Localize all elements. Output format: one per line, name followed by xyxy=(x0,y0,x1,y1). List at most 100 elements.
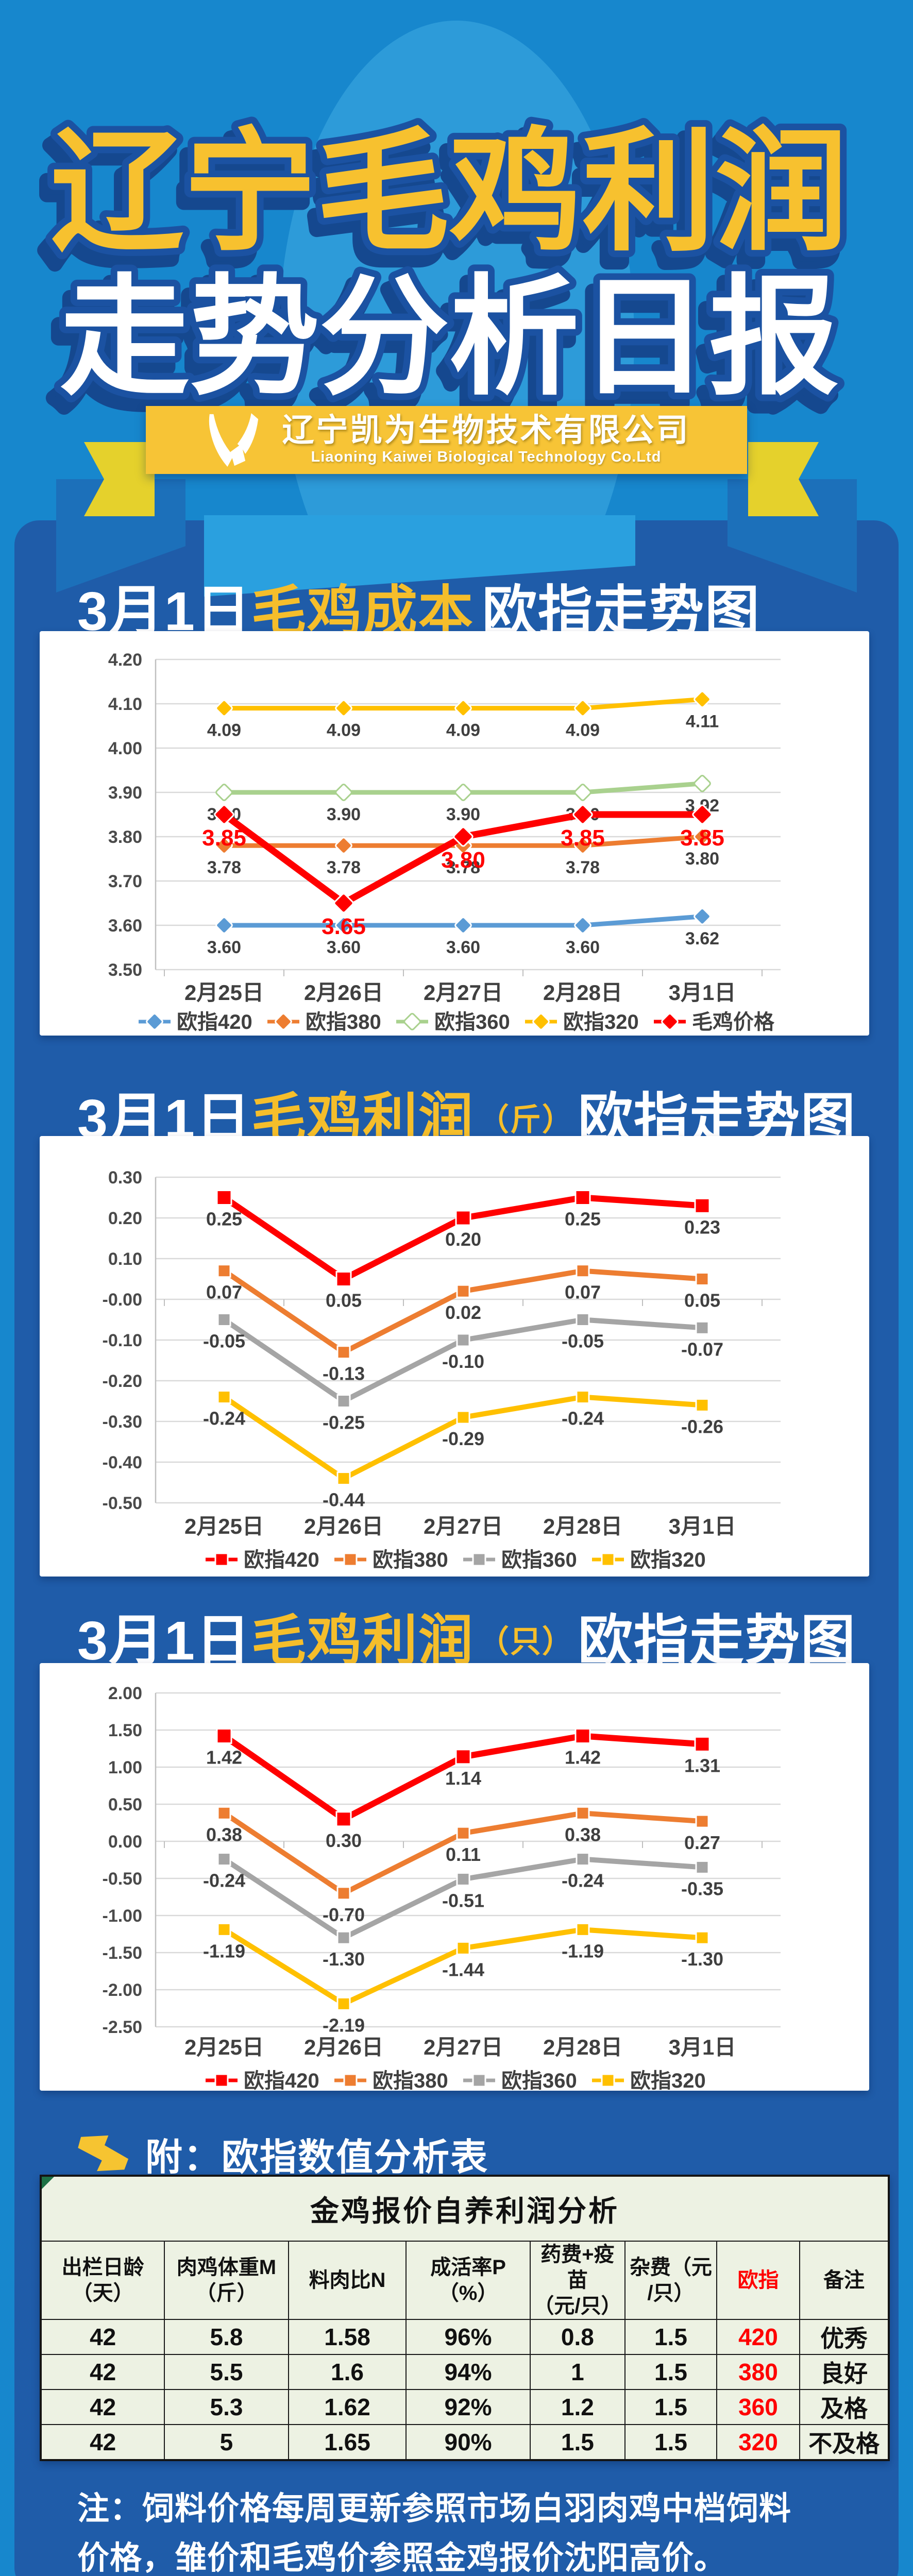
data-label: 3.65 xyxy=(322,914,366,939)
data-point-marker xyxy=(335,1271,352,1287)
data-point-marker xyxy=(601,1552,615,1567)
data-point-marker xyxy=(335,1811,352,1827)
data-label: 3.60 xyxy=(327,938,361,957)
data-point-marker xyxy=(576,1390,590,1404)
x-axis-label: 2月26日 xyxy=(304,2035,383,2059)
y-tick-label: 4.00 xyxy=(108,739,142,758)
table-row: 42 5 1.65 90% 1.5 1.5 320 不及格 xyxy=(40,2424,889,2461)
table-cell: 90% xyxy=(405,2424,531,2461)
y-tick-label: -1.50 xyxy=(103,1943,143,1963)
company-logo-icon xyxy=(209,413,259,467)
y-tick-label: 3.90 xyxy=(108,783,142,803)
table-cell: 1.62 xyxy=(288,2389,407,2425)
table-cell: 1.5 xyxy=(624,2319,717,2355)
cost-chart-card: 4.20 4.10 4.00 3.90 3.80 3.70 3.60 3.50 2月25日 2月2… xyxy=(40,631,869,1036)
data-point-marker xyxy=(455,1210,471,1226)
data-point-marker xyxy=(216,1728,232,1744)
data-point-marker xyxy=(574,699,591,717)
table-cell: 42 xyxy=(40,2389,165,2425)
data-label: -2.19 xyxy=(323,2014,365,2036)
legend-item: 欧指380 xyxy=(267,1011,381,1033)
data-point-marker xyxy=(695,1272,709,1286)
table-cell: 5.5 xyxy=(164,2354,289,2390)
y-tick-label: 0.30 xyxy=(108,1168,142,1188)
profit-per-jin-chart-card: 0.30 0.20 0.10 -0.00 -0.10 -0.20 -0.30 -0.40 -0.… xyxy=(40,1136,869,1577)
x-axis-label: 2月27日 xyxy=(424,1514,503,1538)
legend-item: 欧指360 xyxy=(463,2070,577,2092)
data-point-marker xyxy=(455,1749,471,1765)
data-point-marker xyxy=(453,826,474,847)
data-point-marker xyxy=(576,1806,590,1820)
footnote: 注：饲料价格每周更新参照市场白羽肉鸡中档饲料 价格，雏价和毛鸡价参照金鸡报价沈阳… xyxy=(77,2484,881,2576)
appendix-header: 附：欧指数值分析表 xyxy=(77,2127,488,2181)
x-axis-label: 3月1日 xyxy=(669,980,736,1005)
x-axis-label: 2月26日 xyxy=(304,980,383,1005)
table-cell: 360 xyxy=(716,2389,801,2425)
table-row: 42 5.8 1.58 96% 0.8 1.5 420 优秀 xyxy=(40,2319,889,2355)
data-label: -0.07 xyxy=(681,1338,723,1360)
data-point-marker xyxy=(695,1860,709,1874)
data-label: -0.29 xyxy=(442,1428,484,1449)
x-axis-label: 2月27日 xyxy=(424,2035,503,2059)
data-point-marker xyxy=(456,1284,470,1298)
data-point-marker xyxy=(454,917,472,934)
data-point-marker xyxy=(333,893,354,913)
data-point-marker xyxy=(695,1930,709,1945)
background-egg-shape xyxy=(279,21,634,520)
series-欧指360: -0.24 -1.30 -0.51 -0.24 -0.35 xyxy=(203,1852,723,1970)
data-label: 3.78 xyxy=(566,858,600,877)
table-cell: 5 xyxy=(164,2424,289,2461)
data-point-marker xyxy=(335,917,352,934)
table-cell: 1.6 xyxy=(288,2354,407,2390)
data-point-marker xyxy=(217,1852,231,1867)
data-label: 1.14 xyxy=(445,1768,481,1789)
y-tick-label: 0.10 xyxy=(108,1249,142,1269)
column-header: 肉鸡体重M （斤） xyxy=(164,2241,289,2320)
data-point-marker xyxy=(661,1013,679,1030)
data-point-marker xyxy=(336,1345,351,1360)
data-point-marker xyxy=(217,1806,231,1820)
table-cell: 1.5 xyxy=(624,2389,717,2425)
main-title-line2-shadow: 走势分析日报 xyxy=(53,277,832,421)
data-label: -0.26 xyxy=(681,1416,723,1437)
data-point-marker xyxy=(216,1190,232,1206)
legend-label: 欧指360 xyxy=(434,1011,510,1033)
data-label: -0.25 xyxy=(323,1412,365,1433)
data-point-marker xyxy=(217,1390,231,1404)
data-point-marker xyxy=(217,1264,231,1278)
data-point-marker xyxy=(695,1814,709,1828)
x-axis-label: 2月26日 xyxy=(304,1514,383,1538)
data-point-marker xyxy=(343,1552,358,1567)
data-label: 4.11 xyxy=(686,711,719,731)
data-label: -0.24 xyxy=(562,1870,604,1891)
legend-label: 欧指420 xyxy=(244,2070,319,2091)
table-cell: 0.8 xyxy=(529,2319,626,2355)
y-tick-label: -0.50 xyxy=(103,1869,143,1889)
legend-item: 欧指320 xyxy=(592,2070,706,2092)
table-cell: 及格 xyxy=(799,2389,889,2425)
legend-label: 欧指320 xyxy=(563,1011,639,1033)
table-cell: 良好 xyxy=(799,2354,889,2390)
data-point-marker xyxy=(574,837,591,855)
data-label: 0.11 xyxy=(446,1844,481,1865)
legend-item: 欧指380 xyxy=(334,1549,448,1571)
column-header: 备注 xyxy=(799,2241,889,2320)
y-tick-label: 2.00 xyxy=(108,1684,142,1703)
section3-unit: （只） xyxy=(478,1624,574,1659)
data-point-marker xyxy=(694,828,711,845)
appendix-label: 附：欧指数值分析表 xyxy=(145,2137,489,2178)
data-point-marker xyxy=(694,774,711,792)
data-point-marker xyxy=(215,837,233,855)
table-header-row: 出栏日龄 （天） 肉鸡体重M （斤） 料肉比N 成活率P （%） 药费+疫苗 （元/只） 杂费（元… xyxy=(40,2241,889,2320)
data-point-marker xyxy=(574,784,591,801)
data-point-marker xyxy=(576,1922,590,1937)
series-欧指420: 3.60 3.60 3.60 3.60 3.62 xyxy=(207,907,719,957)
data-label: 3.60 xyxy=(446,938,480,957)
y-tick-label: 1.50 xyxy=(108,1721,142,1740)
data-label: 0.27 xyxy=(684,1832,720,1853)
table-row: 42 5.5 1.6 94% 1 1.5 380 良好 xyxy=(40,2354,889,2390)
legend-item: 欧指360 xyxy=(463,1549,577,1571)
legend-label: 欧指360 xyxy=(501,1549,577,1571)
profit-analysis-table: 金鸡报价自养利润分析 出栏日龄 （天） 肉鸡体重M （斤） 料肉比N 成活率P （%） 药费+… xyxy=(40,2175,890,2461)
column-header: 出栏日龄 （天） xyxy=(40,2241,165,2320)
